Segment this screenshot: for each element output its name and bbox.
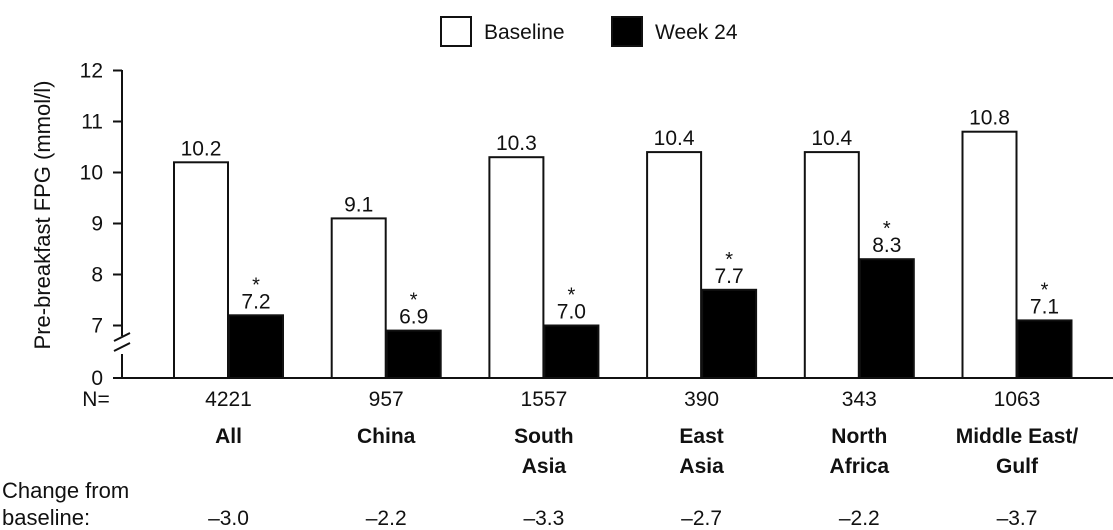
change-value: –2.2 (366, 507, 407, 530)
n-value: 1557 (521, 388, 568, 411)
significance-marker: * (410, 290, 418, 312)
bar-week24 (1016, 319, 1073, 379)
category-label: Middle East/ (956, 425, 1079, 448)
bar-value-label-week24: 7.2 (241, 290, 270, 313)
significance-marker: * (568, 285, 576, 307)
y-tick-label: 8 (91, 264, 103, 287)
change-value: –3.7 (997, 507, 1038, 530)
bar-value-label-baseline: 10.2 (181, 137, 222, 160)
category-label: Asia (522, 455, 567, 478)
bar-value-label-baseline: 10.4 (654, 127, 695, 150)
n-value: 957 (369, 388, 404, 411)
bar-value-label-baseline: 10.4 (811, 127, 852, 150)
change-value: –3.0 (208, 507, 249, 530)
y-tick-label: 10 (80, 162, 103, 185)
bar-value-label-baseline: 9.1 (344, 193, 373, 216)
bar-week24 (385, 329, 442, 380)
bar-baseline (803, 151, 860, 379)
category-label: Asia (679, 455, 724, 478)
bar-week24 (543, 324, 600, 379)
y-tick-label: 11 (81, 111, 103, 134)
change-label-line1: Change from (2, 478, 129, 503)
legend-swatch-week24 (611, 16, 643, 47)
category-label: Gulf (996, 455, 1039, 478)
legend-label-baseline: Baseline (484, 21, 565, 44)
y-tick-label: 0 (91, 367, 103, 390)
bar-baseline (961, 130, 1018, 379)
bar-baseline (646, 151, 703, 379)
bar-value-label-week24: 7.1 (1030, 295, 1059, 318)
significance-marker: * (883, 218, 891, 240)
change-value: –2.7 (681, 507, 722, 530)
n-value: 390 (684, 388, 719, 411)
category-label: North (831, 425, 887, 448)
category-label: South (514, 425, 573, 448)
significance-marker: * (725, 249, 733, 271)
n-value: 343 (842, 388, 877, 411)
legend-label-week24: Week 24 (655, 21, 738, 44)
axis-break-mark (113, 342, 131, 352)
bar-value-label-week24: 7.7 (714, 265, 743, 288)
bar-week24 (701, 288, 758, 379)
n-value: 1063 (994, 388, 1041, 411)
category-label: East (679, 425, 723, 448)
bar-week24 (228, 314, 284, 379)
bar-week24 (858, 258, 915, 380)
legend-swatch-baseline (440, 16, 472, 47)
bar-value-label-week24: 7.0 (557, 301, 586, 324)
y-axis-title: Pre-breakfast FPG (mmol/l) (30, 81, 55, 350)
significance-marker: * (1041, 279, 1049, 301)
category-label: China (357, 425, 416, 448)
bar-baseline (330, 217, 387, 379)
axis-break-mark (113, 332, 131, 342)
category-label: Africa (830, 455, 890, 478)
bar-value-label-baseline: 10.3 (496, 132, 537, 155)
bar-value-label-week24: 6.9 (399, 306, 428, 329)
y-tick-label: 7 (91, 315, 103, 338)
change-value: –3.3 (523, 507, 564, 530)
n-label: N= (82, 388, 109, 411)
y-tick-label: 9 (91, 213, 103, 236)
category-label: All (215, 425, 242, 448)
change-value: –2.2 (839, 507, 880, 530)
bar-baseline (488, 156, 545, 379)
change-label-line2: baseline: (2, 505, 90, 530)
n-value: 4221 (205, 388, 252, 411)
y-tick-label: 12 (80, 60, 103, 83)
significance-marker: * (252, 274, 260, 296)
bar-baseline (173, 161, 229, 379)
bar-value-label-baseline: 10.8 (969, 107, 1010, 130)
bar-value-label-week24: 8.3 (872, 234, 901, 257)
